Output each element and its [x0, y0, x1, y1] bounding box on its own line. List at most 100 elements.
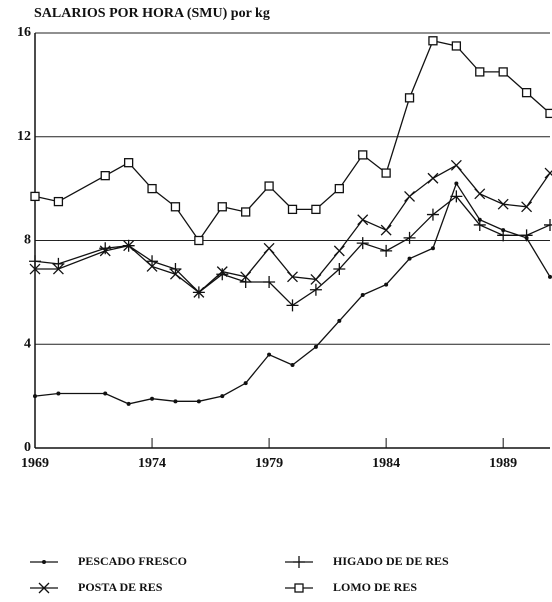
data-point [404, 190, 416, 202]
data-point [380, 244, 393, 257]
data-point [311, 204, 321, 215]
data-point [267, 352, 272, 357]
series-line [34, 195, 551, 307]
legend-marker [42, 560, 46, 564]
data-point [193, 286, 205, 298]
data-point [239, 276, 252, 288]
legend-label: POSTA DE RES [78, 580, 163, 594]
data-point [103, 391, 108, 396]
data-point [170, 202, 181, 212]
data-point [173, 399, 178, 404]
data-point [216, 268, 229, 281]
data-point [380, 224, 392, 236]
data-point [520, 229, 533, 242]
data-point [357, 214, 369, 226]
data-point [169, 268, 181, 280]
series-line [35, 164, 551, 294]
x-tick-label: 1979 [255, 456, 283, 471]
data-point [426, 208, 439, 221]
y-tick-label: 12 [17, 129, 31, 144]
legend-label: LOMO DE RES [333, 580, 417, 594]
data-point [240, 271, 252, 283]
x-tick-label: 1969 [21, 456, 49, 471]
data-point [384, 282, 389, 287]
series-line [34, 40, 551, 242]
data-point [287, 204, 298, 215]
data-point [287, 271, 298, 283]
data-point [430, 246, 435, 251]
data-point [474, 188, 486, 200]
data-point [450, 159, 462, 171]
data-point [99, 245, 111, 257]
data-point [356, 237, 369, 250]
legend-marker [38, 582, 50, 594]
y-tick-label: 16 [17, 25, 31, 40]
data-point [243, 381, 248, 386]
data-point [333, 263, 346, 276]
data-point [337, 318, 342, 323]
data-point [454, 181, 459, 186]
data-point [333, 245, 345, 257]
data-point [428, 36, 438, 46]
data-point [241, 207, 251, 217]
x-tick-label: 1984 [372, 456, 400, 471]
series-line [34, 181, 551, 405]
data-point [147, 183, 157, 194]
data-point [548, 274, 552, 279]
data-point [150, 396, 155, 401]
data-point [146, 260, 158, 272]
data-point [263, 242, 275, 254]
data-point [29, 263, 41, 275]
data-point [450, 190, 463, 203]
legend-label: HIGADO DE DE RES [333, 554, 449, 568]
data-point [123, 158, 134, 168]
data-point [263, 276, 276, 288]
data-point [196, 399, 201, 404]
legend-marker [293, 556, 305, 568]
data-point [220, 394, 225, 399]
data-point [53, 196, 64, 207]
data-point [404, 93, 415, 103]
y-tick-label: 0 [24, 440, 31, 455]
data-point [30, 191, 40, 202]
data-point [123, 240, 135, 252]
legend-marker [294, 583, 304, 593]
data-point [497, 198, 509, 210]
data-point [169, 263, 182, 276]
data-point [286, 299, 299, 312]
data-point [264, 181, 274, 191]
data-point [358, 150, 368, 160]
data-point [451, 41, 462, 51]
data-point [194, 235, 204, 246]
data-point [475, 67, 485, 77]
data-point [544, 218, 552, 231]
data-point [473, 218, 486, 231]
data-point [309, 283, 322, 296]
data-point [403, 231, 416, 244]
data-point [521, 201, 533, 213]
data-point [381, 168, 391, 178]
data-point [33, 394, 37, 399]
data-point [521, 88, 532, 98]
y-tick-label: 4 [24, 336, 31, 351]
x-tick-label: 1974 [138, 456, 166, 471]
data-point [217, 202, 227, 212]
data-point [310, 273, 322, 285]
data-point [290, 363, 295, 367]
data-point [146, 255, 159, 268]
data-point [56, 391, 61, 396]
data-point [52, 257, 65, 270]
data-point [313, 344, 318, 349]
data-point [360, 292, 365, 297]
data-point [334, 183, 344, 194]
data-point [52, 263, 64, 275]
data-point [99, 242, 112, 255]
x-tick-label: 1989 [489, 456, 517, 471]
data-point [545, 108, 552, 119]
data-point [427, 172, 439, 184]
data-point [29, 255, 41, 268]
data-point [497, 229, 510, 242]
data-point [544, 167, 552, 179]
chart-title: SALARIOS POR HORA (SMU) por kg [34, 6, 270, 21]
